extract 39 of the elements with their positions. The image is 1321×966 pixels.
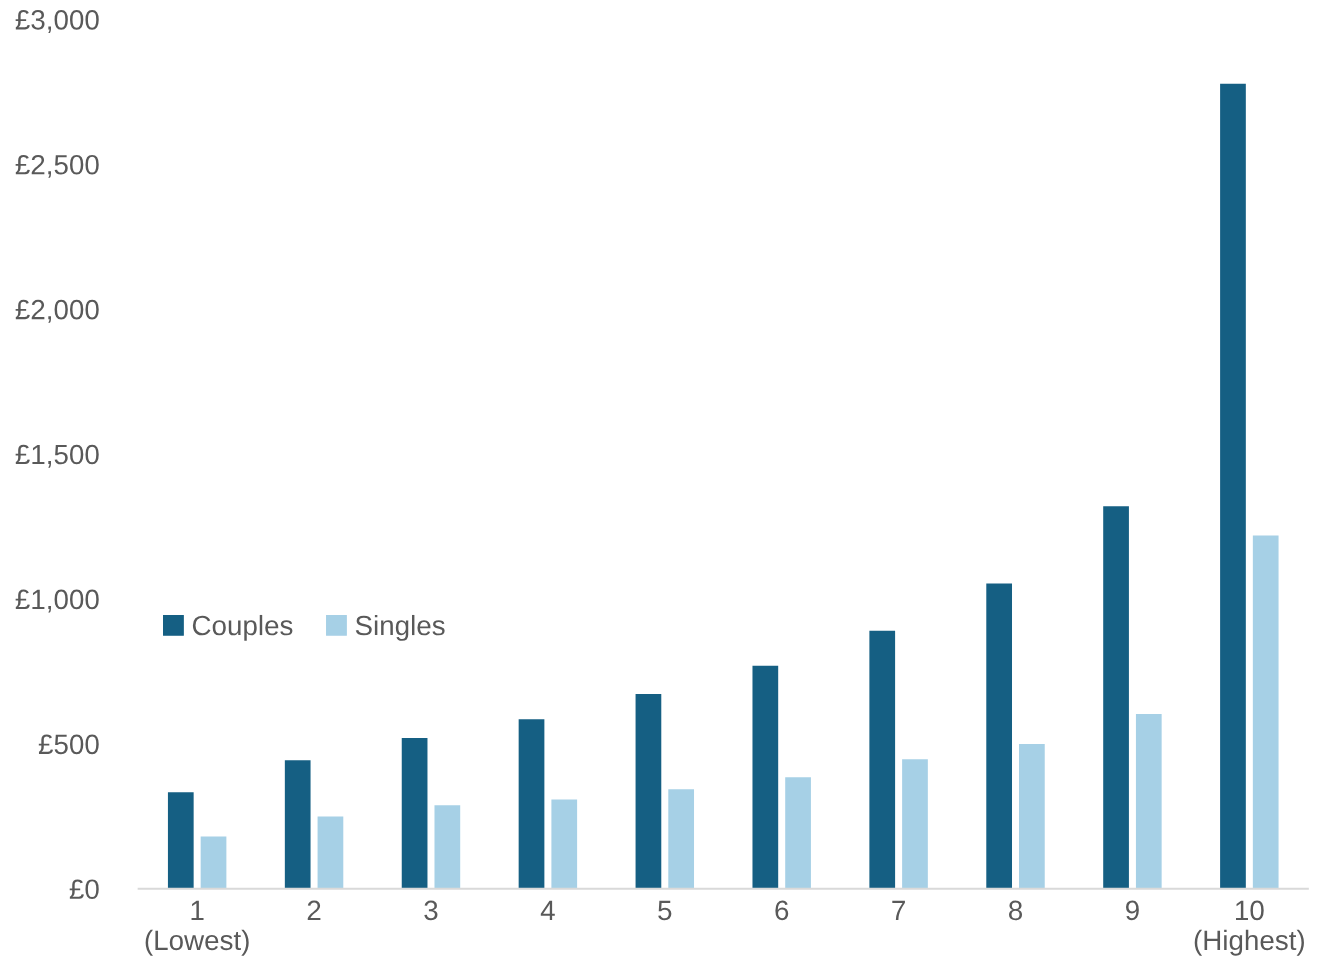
bar bbox=[1103, 506, 1129, 889]
bar bbox=[1135, 713, 1162, 889]
x-tick-label: 3 bbox=[424, 900, 438, 921]
x-tick-label: 7 bbox=[892, 900, 905, 920]
bar bbox=[518, 719, 545, 889]
y-tick-label: £3,000 bbox=[15, 9, 99, 33]
bar bbox=[986, 583, 1013, 889]
bar bbox=[167, 792, 194, 889]
legend-label: Couples bbox=[192, 614, 293, 641]
y-tick-label: £1,000 bbox=[15, 589, 99, 613]
x-tick-label: 9 bbox=[1126, 900, 1139, 921]
bar bbox=[1019, 744, 1045, 889]
bar bbox=[752, 665, 779, 889]
bar bbox=[551, 799, 578, 889]
x-tick-label: 5 bbox=[658, 900, 672, 921]
y-tick-label: £0 bbox=[69, 879, 99, 900]
y-tick-label: £1,500 bbox=[15, 444, 99, 468]
bar bbox=[317, 816, 344, 889]
y-tick-label: £500 bbox=[38, 734, 99, 755]
bar bbox=[869, 630, 896, 889]
x-tick-label: 8 bbox=[1009, 900, 1023, 921]
bar bbox=[635, 693, 662, 889]
bar bbox=[284, 760, 311, 889]
x-tick-label: 4 bbox=[540, 900, 555, 920]
bar bbox=[200, 836, 227, 889]
legend-label: Singles bbox=[355, 614, 445, 641]
x-tick-label: 1 (Lowest) bbox=[145, 900, 249, 956]
bar bbox=[1220, 83, 1246, 889]
y-tick-label: £2,000 bbox=[15, 299, 99, 323]
bar bbox=[668, 789, 695, 889]
x-tick-label: 2 bbox=[307, 900, 321, 920]
bar bbox=[902, 759, 928, 889]
y-tick-label: £2,500 bbox=[15, 154, 99, 178]
bar bbox=[785, 777, 811, 889]
x-tick-label: 10 (Highest) bbox=[1194, 900, 1304, 956]
bar bbox=[1252, 535, 1279, 889]
bar bbox=[401, 738, 428, 889]
x-tick-label: 6 bbox=[775, 900, 789, 921]
bar bbox=[434, 805, 461, 889]
